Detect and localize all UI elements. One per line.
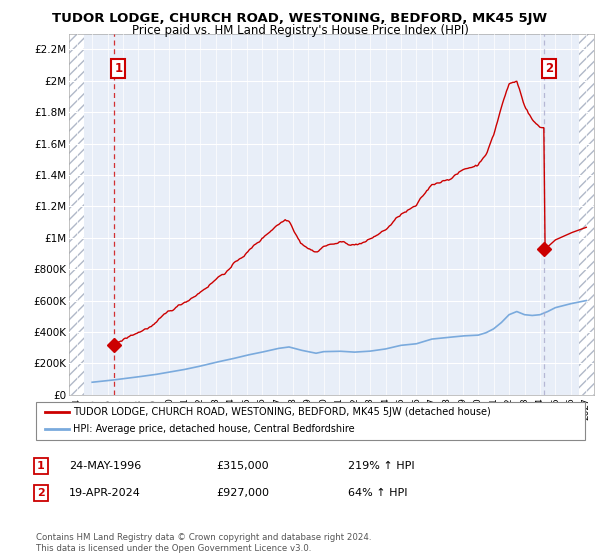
Text: TUDOR LODGE, CHURCH ROAD, WESTONING, BEDFORD, MK45 5JW: TUDOR LODGE, CHURCH ROAD, WESTONING, BED… xyxy=(52,12,548,25)
Text: £315,000: £315,000 xyxy=(216,461,269,471)
Bar xyxy=(69,34,85,395)
Text: 2: 2 xyxy=(37,488,44,498)
Text: 1: 1 xyxy=(37,461,44,471)
Text: 24-MAY-1996: 24-MAY-1996 xyxy=(69,461,141,471)
Text: 2: 2 xyxy=(545,62,553,74)
Bar xyxy=(69,34,85,395)
Text: HPI: Average price, detached house, Central Bedfordshire: HPI: Average price, detached house, Cent… xyxy=(73,424,355,435)
Bar xyxy=(578,34,594,395)
Text: 19-APR-2024: 19-APR-2024 xyxy=(69,488,141,498)
Bar xyxy=(578,34,594,395)
Text: 1: 1 xyxy=(114,62,122,74)
Text: Contains HM Land Registry data © Crown copyright and database right 2024.
This d: Contains HM Land Registry data © Crown c… xyxy=(36,533,371,553)
Text: £927,000: £927,000 xyxy=(216,488,269,498)
Text: TUDOR LODGE, CHURCH ROAD, WESTONING, BEDFORD, MK45 5JW (detached house): TUDOR LODGE, CHURCH ROAD, WESTONING, BED… xyxy=(73,407,491,417)
Text: 219% ↑ HPI: 219% ↑ HPI xyxy=(348,461,415,471)
Text: 64% ↑ HPI: 64% ↑ HPI xyxy=(348,488,407,498)
Text: Price paid vs. HM Land Registry's House Price Index (HPI): Price paid vs. HM Land Registry's House … xyxy=(131,24,469,37)
